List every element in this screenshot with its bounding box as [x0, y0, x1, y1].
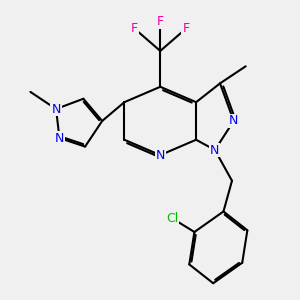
Text: N: N — [51, 103, 61, 116]
Text: N: N — [210, 143, 220, 157]
Text: F: F — [157, 15, 164, 28]
Text: F: F — [131, 22, 138, 35]
Text: N: N — [229, 115, 238, 128]
Text: Cl: Cl — [166, 212, 178, 225]
Text: N: N — [156, 148, 165, 162]
Text: N: N — [55, 131, 64, 145]
Text: F: F — [182, 22, 189, 35]
